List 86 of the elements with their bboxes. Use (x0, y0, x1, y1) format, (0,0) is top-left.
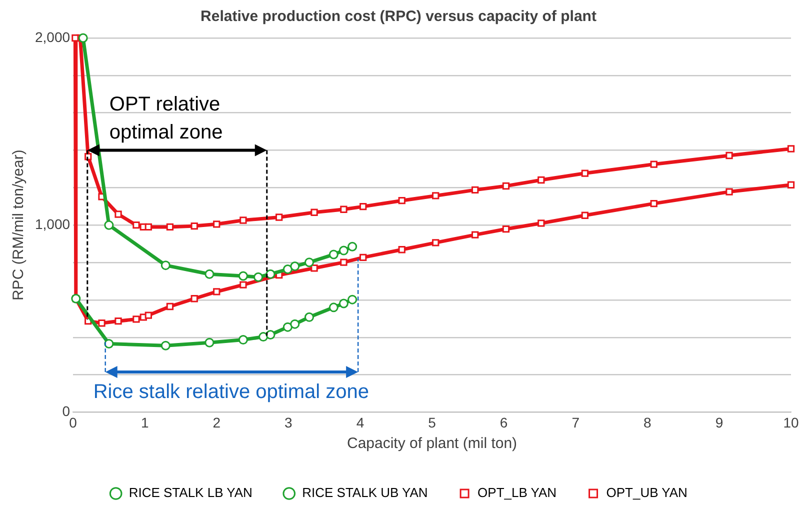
y-tick-label: 0 (62, 403, 70, 420)
point (160, 260, 170, 270)
annotation: Rice stalk relative optimal zone (93, 380, 370, 403)
annotation: OPT relative optimal zone (109, 93, 223, 144)
x-tick-label: 1 (140, 414, 149, 430)
point (348, 242, 358, 252)
point (538, 176, 545, 184)
point (213, 288, 220, 296)
point (310, 208, 318, 216)
point (166, 223, 174, 231)
point (290, 262, 300, 272)
x-tick-label: 9 (715, 414, 724, 430)
point (787, 145, 795, 152)
point (144, 312, 152, 319)
x-tick-label: 4 (356, 414, 364, 430)
point (104, 338, 114, 348)
point (282, 322, 292, 332)
point (581, 212, 589, 219)
x-tick-label: 6 (500, 414, 508, 430)
point (304, 258, 314, 268)
point (310, 264, 318, 272)
x-axis-title: Capacity of plant (mil ton) (346, 435, 518, 452)
point (432, 192, 440, 200)
point (204, 269, 214, 279)
legend-label: OPT_UB YAN (606, 485, 688, 500)
point (348, 294, 358, 304)
chart-title: Relative production cost (RPC) versus capacity of plant (200, 8, 596, 26)
point (338, 298, 348, 308)
point (114, 210, 122, 218)
y-tick-label: 1,000 (34, 216, 70, 232)
point (204, 338, 214, 348)
point (338, 246, 348, 256)
point (328, 250, 338, 260)
point (650, 160, 658, 168)
point (340, 258, 348, 266)
point (190, 295, 198, 302)
x-tick-label: 3 (284, 414, 293, 430)
x-tick-label: 8 (644, 414, 652, 430)
y-axis-title: RPC (RM/mil ton/year) (10, 150, 28, 301)
point (238, 335, 248, 345)
point (132, 316, 140, 323)
point (360, 203, 367, 210)
point (166, 302, 174, 310)
point (104, 220, 114, 230)
point (726, 152, 733, 160)
x-tick-label: 7 (572, 414, 580, 430)
point (472, 231, 479, 238)
point (290, 319, 300, 329)
point (240, 216, 247, 224)
point (266, 269, 276, 279)
legend-label: RICE STALK UB YAN (302, 485, 428, 500)
y-tick-label: 2,000 (34, 28, 70, 45)
point (502, 182, 510, 190)
x-tick-label: 5 (428, 414, 436, 430)
point (502, 225, 510, 233)
x-tick-label: 2 (212, 414, 221, 430)
point (282, 264, 292, 274)
point (328, 302, 338, 312)
point (398, 197, 406, 204)
point (472, 186, 479, 194)
point (258, 332, 268, 342)
point (238, 271, 248, 281)
point (213, 220, 220, 228)
legend-label: OPT_LB YAN (478, 485, 557, 500)
x-tick-label: 10 (783, 414, 799, 430)
point (340, 206, 348, 213)
point (144, 223, 152, 231)
point (787, 181, 795, 188)
point (160, 340, 170, 350)
point (726, 188, 733, 196)
point (538, 220, 545, 227)
point (276, 214, 283, 221)
legend-label: RICE STALK LB YAN (128, 485, 252, 500)
point (398, 246, 406, 254)
point (581, 170, 589, 177)
point (266, 330, 276, 340)
point (254, 272, 264, 282)
point (114, 318, 122, 325)
point (360, 254, 367, 262)
point (190, 222, 198, 230)
point (304, 312, 314, 322)
point (240, 281, 247, 288)
point (432, 239, 440, 246)
point (98, 320, 106, 327)
point (650, 200, 658, 208)
point (132, 222, 140, 229)
